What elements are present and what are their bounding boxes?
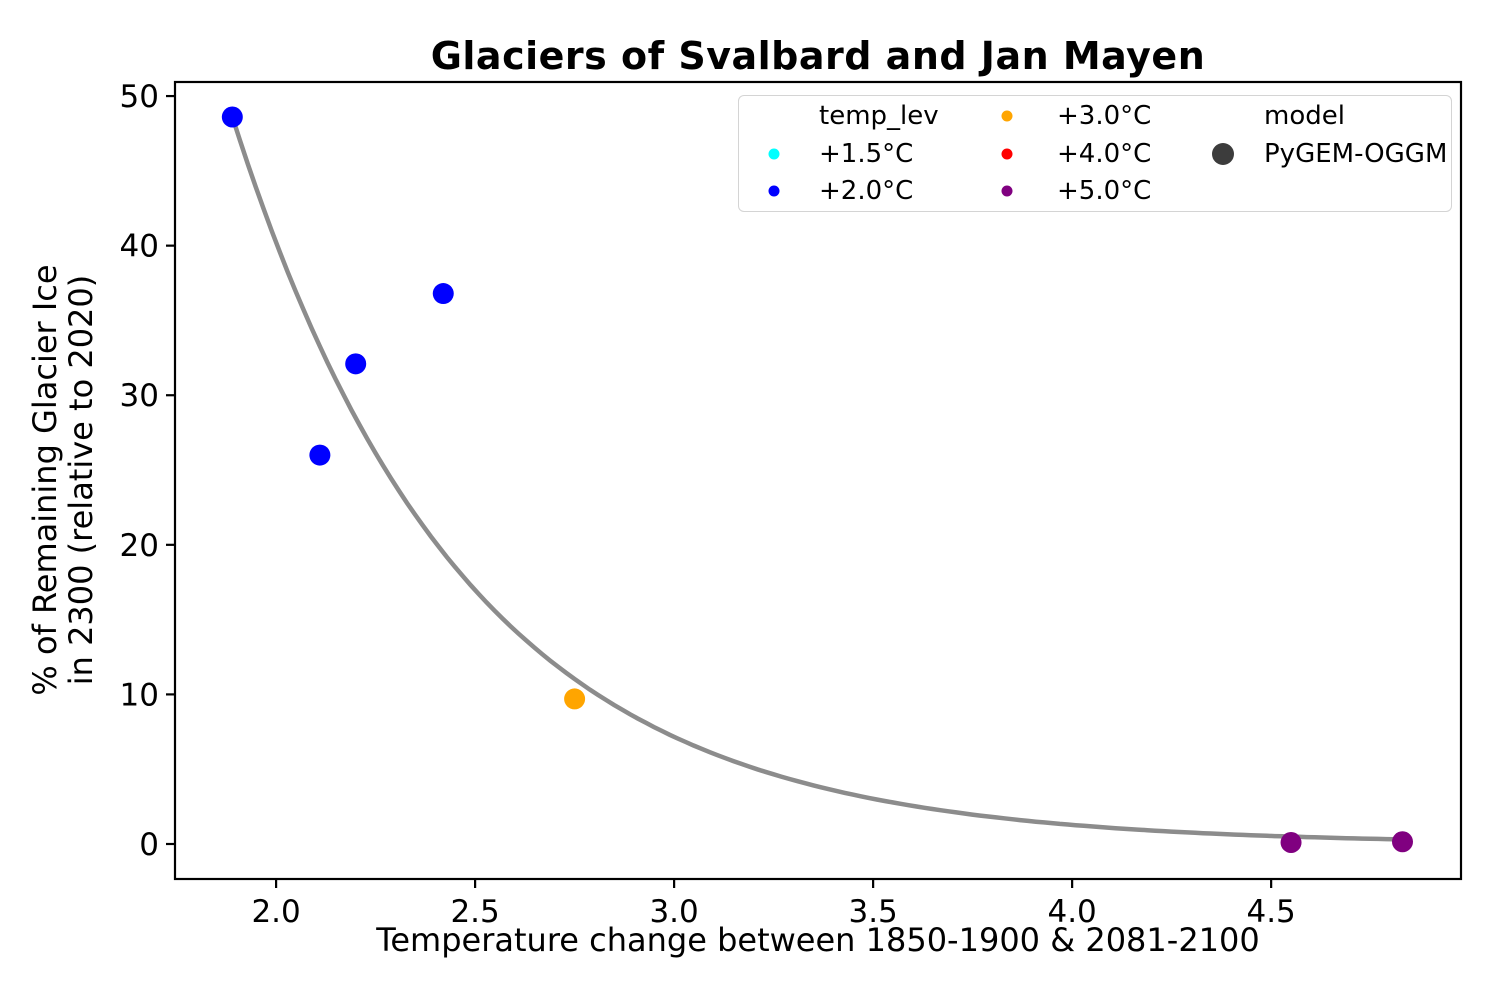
legend-entry-4-0c-marker-icon xyxy=(1001,148,1013,159)
legend-title-temp-lev: temp_lev xyxy=(819,101,939,131)
legend: temp_lev +1.5°C +2.0°C +3.0°C +4.0°C +5.0°C mo… xyxy=(738,95,1452,212)
trend-line xyxy=(229,113,1405,842)
x-tick-label: 2.5 xyxy=(450,894,499,930)
axis-spines xyxy=(173,80,1463,881)
legend-entry-3-0c-marker-icon xyxy=(1001,110,1013,122)
x-tick-label: 2.0 xyxy=(251,894,300,930)
scatter-point xyxy=(309,444,331,466)
scatter-point xyxy=(221,106,243,128)
scatter-point xyxy=(432,283,454,305)
y-axis-label: % of Remaining Glacier Ice in 2300 (rela… xyxy=(26,180,100,780)
legend-entry-2-0c: +2.0°C xyxy=(819,176,914,206)
y-tick-label: 10 xyxy=(120,677,159,713)
y-axis-label-line1: % of Remaining Glacier Ice xyxy=(26,264,64,696)
y-tick-label: 20 xyxy=(120,528,159,564)
legend-entry-5-0c-marker-icon xyxy=(1001,185,1013,197)
legend-title-model: model xyxy=(1264,101,1345,131)
legend-entry-4-0c: +4.0°C xyxy=(1057,138,1152,169)
scatter-point xyxy=(345,353,367,375)
y-tick-label: 40 xyxy=(120,229,159,265)
legend-entry-pygem-oggm-marker-icon xyxy=(1212,142,1234,165)
y-axis-label-line2: in 2300 (relative to 2020) xyxy=(62,274,100,686)
y-tick-label: 30 xyxy=(120,378,159,414)
legend-entry-3-0c: +3.0°C xyxy=(1057,101,1152,131)
legend-entry-pygem-oggm: PyGEM-OGGM xyxy=(1264,138,1448,169)
y-tick-label: 50 xyxy=(120,79,159,115)
chart-title: Glaciers of Svalbard and Jan Mayen xyxy=(430,34,1206,78)
x-tick-label: 3.0 xyxy=(649,894,698,930)
legend-entry-2-0c-marker-icon xyxy=(768,185,780,197)
y-tick-label: 0 xyxy=(139,827,159,863)
x-tick-label: 4.5 xyxy=(1246,894,1295,930)
scatter-point xyxy=(1391,831,1413,853)
x-tick-label: 3.5 xyxy=(848,894,897,930)
legend-entry-1-5c: +1.5°C xyxy=(819,138,914,169)
x-tick-label: 4.0 xyxy=(1047,894,1096,930)
x-axis-label: Temperature change between 1850-1900 & 2… xyxy=(376,921,1260,959)
scatter-point xyxy=(564,688,586,710)
scatter-point xyxy=(1280,832,1302,854)
legend-entry-5-0c: +5.0°C xyxy=(1057,176,1152,206)
legend-entry-1-5c-marker-icon xyxy=(768,148,780,159)
